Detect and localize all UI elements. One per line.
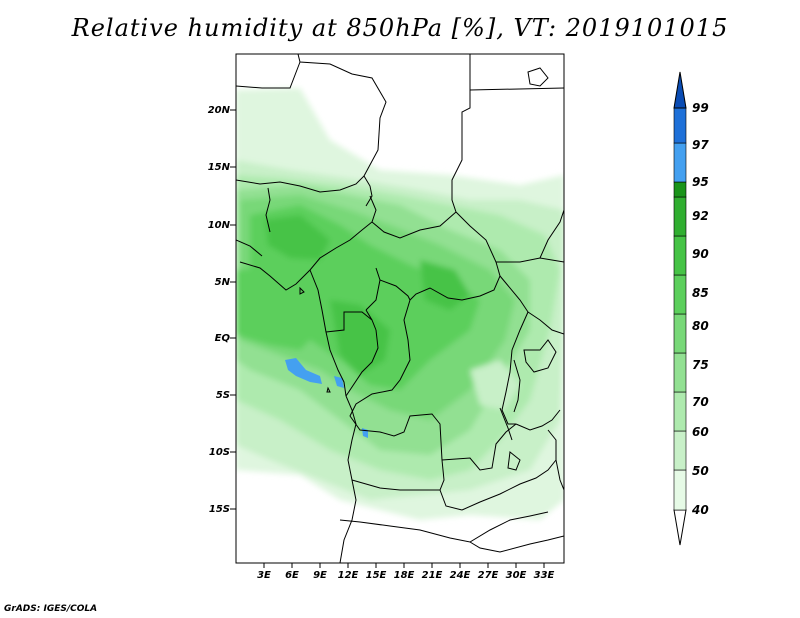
colorbar-segment-50-60 <box>673 430 687 471</box>
colorbar-segment-92-95 <box>673 181 687 198</box>
colorbar-segment-80-85 <box>673 274 687 315</box>
colorbar-segment-90-92 <box>673 196 687 237</box>
colorbar-label-80: 80 <box>692 319 709 333</box>
lat-ticks <box>230 109 236 510</box>
colorbar-min-arrow <box>673 509 687 546</box>
lat-label-10n: 10N <box>208 220 231 231</box>
colorbar: 40 50 60 70 75 80 85 90 92 95 97 99 <box>673 71 709 546</box>
lon-label-15e: 15E <box>366 570 387 581</box>
colorbar-segment-95-97 <box>673 142 687 183</box>
colorbar-segment-85-90 <box>673 235 687 276</box>
lat-label-15s: 15S <box>209 504 230 515</box>
colorbar-segment-40-50 <box>673 469 687 511</box>
colorbar-label-50: 50 <box>692 464 709 478</box>
colorbar-segment-60-70 <box>673 391 687 432</box>
lat-label-5s: 5S <box>216 390 230 401</box>
lon-label-9e: 9E <box>313 570 327 581</box>
lon-label-3e: 3E <box>257 570 271 581</box>
humidity-field <box>236 54 564 563</box>
colorbar-label-40: 40 <box>691 503 709 517</box>
colorbar-label-92: 92 <box>692 209 709 223</box>
lon-label-21e: 21E <box>422 570 443 581</box>
colorbar-label-75: 75 <box>692 358 709 372</box>
colorbar-segment-97-99 <box>673 107 687 144</box>
colorbar-label-70: 70 <box>692 395 709 409</box>
lat-label-20n: 20N <box>208 105 231 116</box>
lon-label-12e: 12E <box>338 570 359 581</box>
colorbar-segment-70-75 <box>673 352 687 393</box>
lon-label-6e: 6E <box>285 570 299 581</box>
colorbar-label-99: 99 <box>692 101 709 115</box>
lon-label-27e: 27E <box>478 570 499 581</box>
country-borders <box>236 54 564 563</box>
lat-axis: 20N 15N 10N 5N EQ 5S 10S 15S <box>208 105 236 515</box>
lon-label-24e: 24E <box>450 570 471 581</box>
colorbar-max-arrow <box>673 71 687 109</box>
colorbar-label-97: 97 <box>692 138 709 152</box>
colorbar-segment-75-80 <box>673 313 687 354</box>
lon-ticks <box>263 563 545 568</box>
map-frame <box>235 53 565 564</box>
lat-label-10s: 10S <box>209 447 230 458</box>
colorbar-label-90: 90 <box>692 247 709 261</box>
lat-label-eq: EQ <box>215 333 231 344</box>
colorbar-label-95: 95 <box>692 175 709 189</box>
colorbar-label-85: 85 <box>692 286 709 300</box>
lat-label-5n: 5N <box>215 277 231 288</box>
lon-axis: 3E 6E 9E 12E 15E 18E 21E 24E 27E 30E 33E <box>257 563 555 581</box>
lon-label-18e: 18E <box>394 570 415 581</box>
map-title: Relative humidity at 850hPa [%], VT: 201… <box>71 14 729 42</box>
lon-label-33e: 33E <box>534 570 555 581</box>
lon-label-30e: 30E <box>506 570 527 581</box>
grads-credit: GrADS: IGES/COLA <box>4 604 98 614</box>
colorbar-label-60: 60 <box>692 425 709 439</box>
lat-label-15n: 15N <box>208 162 231 173</box>
